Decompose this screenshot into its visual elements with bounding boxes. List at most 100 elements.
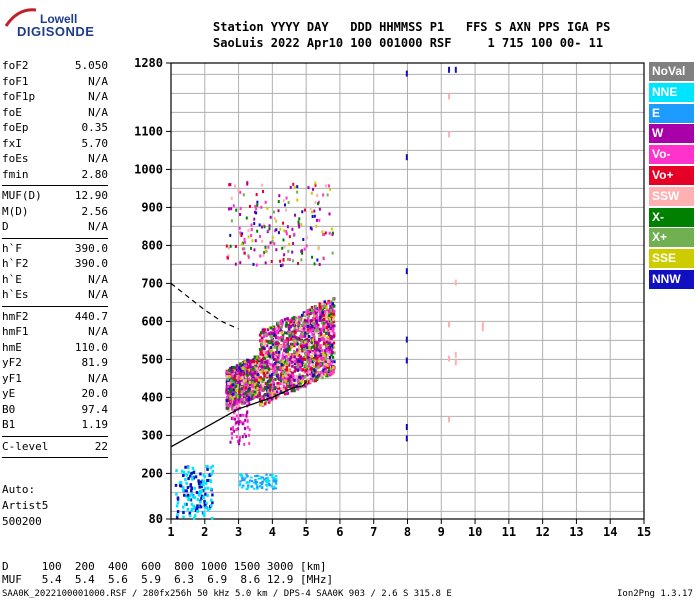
echo-point — [234, 391, 238, 395]
echo-point — [272, 363, 276, 367]
echo-point — [330, 349, 333, 353]
param-name: yF2 — [2, 356, 22, 369]
echo-point — [229, 397, 232, 401]
echo-point — [202, 495, 205, 499]
echo-point — [286, 257, 289, 261]
echo-point — [271, 397, 274, 401]
echo-point — [248, 433, 251, 437]
param-name: h`Es — [2, 288, 29, 301]
echo-point — [243, 247, 246, 251]
echo-point — [238, 395, 241, 399]
echo-point — [272, 327, 275, 331]
echo-point — [272, 367, 276, 371]
echo-point — [282, 363, 285, 367]
echo-point — [269, 378, 272, 382]
echo-point — [325, 340, 329, 344]
echo-point — [190, 492, 194, 496]
echo-point — [303, 312, 307, 316]
echo-point — [305, 353, 309, 357]
echo-point — [288, 372, 291, 376]
echo-point — [239, 378, 242, 382]
echo-point — [274, 481, 278, 484]
echo-point — [276, 363, 279, 367]
echo-point — [279, 366, 282, 370]
echo-point — [255, 263, 258, 267]
echo-point — [227, 373, 231, 377]
echo-point — [301, 368, 305, 372]
echo-point — [247, 228, 250, 232]
echo-point — [298, 368, 302, 372]
echo-point — [240, 413, 243, 417]
echo-point — [256, 372, 259, 376]
echo-point — [260, 396, 264, 400]
echo-point — [319, 304, 323, 308]
echo-point — [182, 486, 185, 490]
echo-point — [257, 477, 261, 480]
param-value: N/A — [88, 272, 108, 286]
echo-point — [277, 200, 280, 204]
param-name: B1 — [2, 418, 16, 431]
echo-point — [311, 338, 315, 342]
echo-point — [233, 374, 237, 378]
echo-point — [311, 309, 314, 313]
echo-point — [275, 325, 278, 329]
echo-point — [241, 366, 245, 370]
echo-point — [299, 342, 302, 346]
echo-point — [239, 480, 242, 483]
echo-point — [262, 388, 265, 392]
echo-point — [324, 231, 327, 235]
echo-point — [243, 478, 246, 481]
echo-point — [210, 472, 213, 476]
echo-point — [330, 324, 333, 328]
echo-point — [270, 380, 274, 384]
echo-point — [320, 371, 324, 375]
echo-point — [314, 379, 317, 383]
echo-point — [261, 480, 265, 483]
echo-point — [289, 320, 292, 324]
echo-point — [302, 324, 306, 328]
echo-point — [247, 368, 251, 372]
echo-point — [316, 316, 319, 320]
echo-point — [282, 344, 285, 348]
param-value: 2.56 — [81, 204, 109, 218]
echo-point — [307, 186, 310, 190]
echo-point — [205, 501, 208, 505]
echo-point — [325, 346, 328, 350]
echo-point — [319, 328, 322, 332]
echo-point — [227, 381, 230, 385]
echo-point — [254, 204, 257, 208]
echo-point — [405, 424, 408, 430]
echo-point — [304, 324, 308, 328]
echo-point — [241, 422, 244, 426]
echo-point — [277, 393, 280, 397]
echo-point — [251, 394, 254, 398]
echo-point — [315, 347, 318, 351]
echo-point — [236, 440, 239, 444]
echo-point — [247, 484, 250, 487]
echo-point — [234, 392, 237, 396]
echo-point — [290, 381, 293, 385]
param-name: hmF1 — [2, 325, 29, 338]
echo-point — [332, 315, 336, 319]
echo-point — [272, 331, 276, 335]
y-tick-label: 200 — [141, 466, 163, 480]
echo-point — [298, 217, 301, 221]
echo-point — [176, 510, 180, 514]
echo-point — [249, 395, 253, 399]
echo-point — [235, 389, 239, 393]
echo-point — [253, 210, 256, 214]
echo-point — [229, 390, 233, 394]
echo-point — [208, 507, 211, 511]
echo-point — [307, 342, 311, 346]
echo-point — [271, 343, 275, 347]
y-tick-label: 1280 — [134, 56, 163, 70]
echo-point — [289, 371, 293, 375]
param-value: N/A — [88, 220, 108, 233]
echo-point — [310, 324, 313, 328]
echo-point — [198, 485, 201, 489]
echo-point — [280, 363, 283, 367]
echo-point — [238, 387, 241, 391]
echo-point — [448, 416, 451, 423]
echo-point — [282, 238, 285, 242]
echo-point — [308, 350, 312, 354]
